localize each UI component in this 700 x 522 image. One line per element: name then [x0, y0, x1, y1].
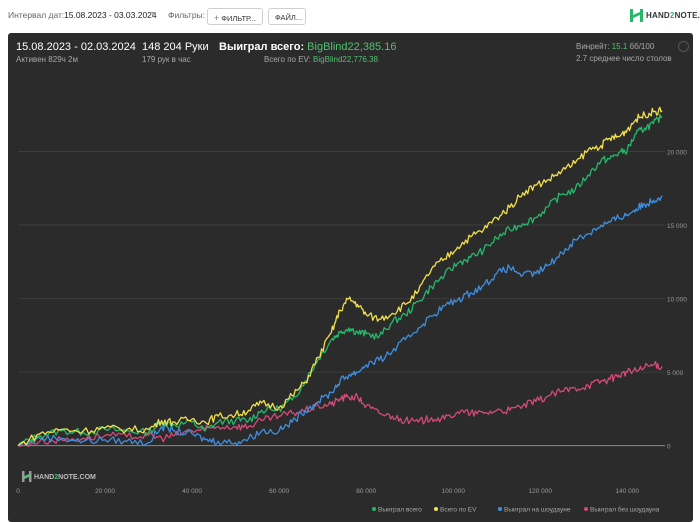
chevron-down-icon[interactable]: ▼ [150, 11, 157, 18]
logo-text-hand: HAND [646, 11, 670, 20]
hand2note-logo-icon [630, 9, 643, 22]
filter-button-label: ФИЛЬТР... [221, 14, 256, 23]
x-axis-ticks: 0 20 000 40 000 60 000 80 000 100 000 120 000 1… [16, 488, 639, 495]
y-tick-label: 15 000 [667, 223, 687, 230]
legend-marker [434, 507, 438, 511]
legend-marker [498, 507, 502, 511]
won-label: Выиграл всего: [219, 41, 305, 53]
top-toolbar: Интервал дат: 15.08.2023 - 03.03.2024 ▼ … [0, 0, 700, 32]
ev-label: Всего по EV: [264, 55, 311, 64]
won-value: BigBlind22,385.16 [307, 41, 397, 53]
logo-text-two: 2 [669, 11, 675, 20]
y-tick-label: 10 000 [667, 297, 687, 304]
series-line-non-showdown [17, 360, 663, 448]
x-tick-label: 100 000 [441, 488, 465, 495]
legend-item-label: Выиграл без шоудауна [590, 506, 660, 514]
x-tick-label: 60 000 [269, 488, 289, 495]
logo-text-note: NOTE.COM [674, 11, 700, 20]
summary-winrate: Винрейт: 15.1 бб/100 [576, 42, 654, 51]
winrate-label: Винрейт: [576, 42, 610, 51]
chart-watermark: HAND2NOTE.COM [22, 471, 96, 482]
legend-marker [372, 507, 376, 511]
x-tick-label: 40 000 [182, 488, 202, 495]
date-interval-selector[interactable]: 15.08.2023 - 03.03.2024 [64, 10, 157, 20]
watermark-logo-icon [24, 474, 29, 479]
chart-grid [18, 151, 665, 447]
gear-icon[interactable] [678, 41, 689, 52]
graph-panel: 15.08.2023 - 02.03.2024 Активен 829ч 2м … [8, 33, 693, 522]
x-tick-label: 120 000 [529, 488, 553, 495]
legend-item-label: Выиграл всего [378, 507, 422, 514]
chart-legend: Выиграл всего Всего по EV Выиграл на шоуда… [372, 506, 660, 514]
y-tick-label: 20 000 [667, 150, 687, 157]
watermark-logo-icon [22, 471, 25, 482]
files-button-label: ФАЙЛ... [275, 13, 303, 22]
legend-item-label: Выиграл на шоудауне [504, 507, 571, 514]
watermark-logo-icon [29, 471, 32, 482]
winrate-value: 15.1 [611, 42, 628, 51]
x-tick-label: 140 000 [616, 488, 640, 495]
x-tick-label: 0 [16, 488, 20, 495]
interval-label: Интервал дат: [8, 10, 65, 20]
hand2note-logo: HAND2NOTE.COM [630, 9, 700, 22]
y-tick-label: 0 [667, 444, 671, 451]
summary-active-time: Активен 829ч 2м [16, 55, 78, 64]
watermark-logo-text: HAND2NOTE.COM [34, 474, 96, 481]
legend-marker [584, 507, 588, 511]
series-line-showdown [17, 195, 663, 447]
filter-button[interactable]: + ФИЛЬТР... [207, 8, 263, 25]
summary-date-range: 15.08.2023 - 02.03.2024 [16, 41, 136, 53]
plus-icon: + [214, 13, 220, 23]
filters-label: Фильтры: [168, 10, 206, 20]
winrate-unit: бб/100 [629, 42, 655, 51]
series-line-won [17, 114, 663, 447]
x-tick-label: 80 000 [356, 488, 376, 495]
summary-won-total: Выиграл всего: BigBlind22,385.16 [219, 41, 396, 53]
series-line-ev [17, 106, 663, 447]
summary-ev-total: Всего по EV: BigBlind22,776.38 [264, 55, 378, 64]
y-tick-label: 5 000 [667, 370, 684, 377]
y-axis-ticks: 0 5 000 10 000 15 000 20 000 [667, 150, 687, 451]
legend-item-label: Всего по EV [440, 507, 477, 514]
summary-avg-tables: 2.7 среднее число столов [576, 54, 672, 63]
ev-value: BigBlind22,776.38 [313, 55, 378, 64]
profit-chart: 0 20 000 40 000 60 000 80 000 100 000 120 000 1… [16, 106, 687, 514]
x-tick-label: 20 000 [95, 488, 115, 495]
summary-hands-per-hour: 179 рук в час [142, 55, 191, 64]
chart-series [17, 106, 663, 448]
files-button[interactable]: ФАЙЛ... [268, 8, 306, 25]
summary-hands: 148 204 Руки [142, 41, 209, 53]
